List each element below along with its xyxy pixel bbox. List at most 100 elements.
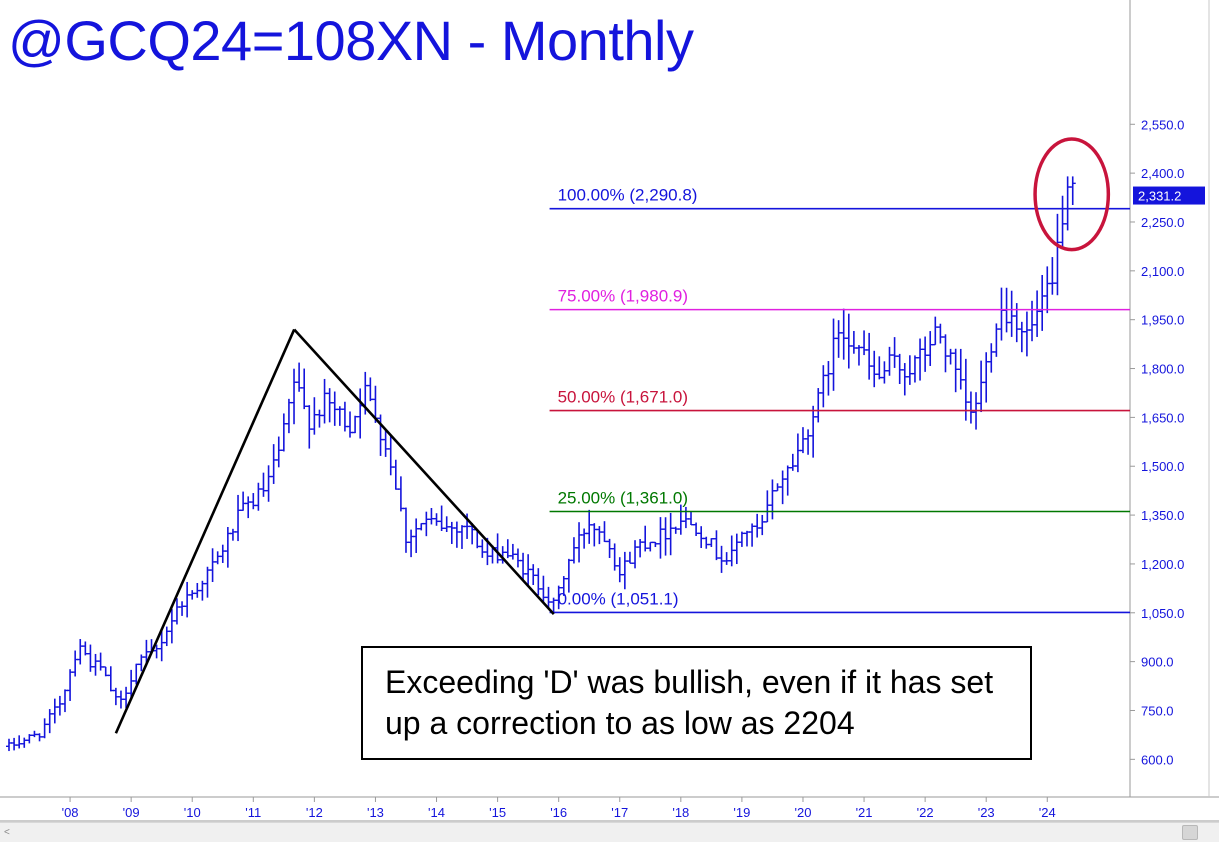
ohlc-bar bbox=[861, 330, 868, 356]
ohlc-bar bbox=[204, 566, 211, 598]
ohlc-bar bbox=[825, 361, 832, 396]
ohlc-bar bbox=[789, 453, 796, 471]
x-tick-label: '08 bbox=[62, 805, 79, 820]
ohlc-bar bbox=[184, 581, 191, 618]
ohlc-bar bbox=[245, 496, 252, 519]
ohlc-bar bbox=[881, 361, 888, 384]
ohlc-bar bbox=[983, 352, 990, 403]
ohlc-bar bbox=[835, 320, 842, 358]
ohlc-bar bbox=[453, 521, 460, 548]
y-tick-label: 1,500.0 bbox=[1141, 459, 1184, 474]
ohlc-bar bbox=[219, 544, 226, 563]
ohlc-bar bbox=[260, 472, 267, 497]
ohlc-bar bbox=[179, 601, 186, 616]
x-tick-label: '14 bbox=[428, 805, 445, 820]
ohlc-bar bbox=[72, 650, 79, 677]
ohlc-bar bbox=[932, 316, 939, 346]
ohlc-bar bbox=[733, 533, 740, 565]
ohlc-bar bbox=[479, 539, 486, 558]
scroll-left-arrow-icon[interactable]: < bbox=[4, 827, 10, 838]
ohlc-bar bbox=[850, 330, 857, 354]
ohlc-bar bbox=[616, 557, 623, 583]
ohlc-bar bbox=[280, 413, 287, 452]
ohlc-bar bbox=[352, 415, 359, 434]
ohlc-bar bbox=[810, 405, 817, 458]
ohlc-bar bbox=[387, 435, 394, 476]
ohlc-bar bbox=[586, 509, 593, 544]
ohlc-bar bbox=[87, 644, 94, 672]
last-price-label: 2,331.2 bbox=[1138, 189, 1181, 204]
ohlc-bar bbox=[682, 506, 689, 529]
annotation-text: Exceeding 'D' was bullish, even if it ha… bbox=[385, 664, 994, 741]
ohlc-bar bbox=[16, 735, 23, 749]
ohlc-bar bbox=[1069, 176, 1076, 205]
y-tick-label: 1,950.0 bbox=[1141, 313, 1184, 328]
ohlc-bar bbox=[321, 378, 328, 424]
ohlc-bar bbox=[871, 350, 878, 388]
ohlc-bar bbox=[311, 397, 318, 435]
ohlc-bar bbox=[530, 564, 537, 585]
ohlc-bar bbox=[708, 538, 715, 547]
ohlc-bar bbox=[820, 365, 827, 408]
ohlc-bar bbox=[1044, 266, 1051, 314]
ohlc-bar bbox=[92, 653, 99, 676]
ohlc-bar bbox=[962, 358, 969, 421]
x-tick-label: '22 bbox=[917, 805, 934, 820]
ohlc-bar bbox=[911, 355, 918, 383]
ohlc-bar bbox=[896, 353, 903, 385]
y-tick-label: 2,550.0 bbox=[1141, 117, 1184, 132]
ohlc-bar bbox=[265, 465, 272, 502]
ohlc-bar bbox=[107, 666, 114, 692]
y-tick-label: 2,250.0 bbox=[1141, 215, 1184, 230]
ohlc-bar bbox=[901, 363, 908, 396]
ohlc-bar bbox=[535, 568, 542, 596]
ohlc-bar bbox=[596, 526, 603, 545]
ohlc-bar bbox=[769, 479, 776, 520]
ohlc-bar bbox=[6, 738, 12, 752]
ohlc-bar bbox=[830, 318, 837, 391]
ohlc-bars bbox=[6, 176, 1076, 752]
chart-title: @GCQ24=108XN - Monthly bbox=[8, 9, 694, 72]
fib-level-label: 100.00% (2,290.8) bbox=[558, 186, 698, 205]
ohlc-bar bbox=[301, 368, 308, 410]
ohlc-bar bbox=[433, 513, 440, 526]
ohlc-bar bbox=[698, 526, 705, 549]
ohlc-bar bbox=[677, 504, 684, 535]
ohlc-bar bbox=[988, 343, 995, 373]
ohlc-bar bbox=[1018, 321, 1025, 353]
ohlc-bar bbox=[1034, 290, 1041, 337]
x-tick-label: '21 bbox=[856, 805, 873, 820]
y-tick-label: 600.0 bbox=[1141, 752, 1174, 767]
ohlc-bar bbox=[626, 551, 633, 564]
ohlc-bar bbox=[952, 348, 959, 393]
ohlc-bar bbox=[438, 505, 445, 532]
ohlc-bar bbox=[1039, 274, 1046, 331]
y-tick-label: 750.0 bbox=[1141, 703, 1174, 718]
scrollbar-thumb[interactable] bbox=[1182, 825, 1198, 840]
ohlc-bar bbox=[886, 346, 893, 376]
pattern-leg bbox=[293, 328, 555, 615]
ohlc-bar bbox=[891, 337, 898, 368]
ohlc-bar bbox=[214, 551, 221, 565]
ohlc-bar bbox=[285, 398, 292, 434]
ohlc-bar bbox=[418, 522, 425, 531]
ohlc-bar bbox=[723, 552, 730, 565]
ohlc-bar bbox=[402, 507, 409, 553]
ohlc-bar bbox=[229, 528, 236, 541]
ohlc-bar bbox=[601, 521, 608, 543]
ohlc-bar bbox=[632, 540, 639, 569]
ohlc-bar bbox=[565, 558, 572, 593]
ohlc-bar bbox=[621, 551, 628, 590]
ohlc-bar bbox=[581, 528, 588, 549]
ohlc-bar bbox=[428, 507, 435, 525]
horizontal-scrollbar[interactable]: < bbox=[0, 822, 1219, 842]
ohlc-bar bbox=[514, 548, 521, 568]
ohlc-bar bbox=[576, 522, 583, 563]
x-tick-label: '10 bbox=[184, 805, 201, 820]
ohlc-bar bbox=[291, 368, 298, 425]
ohlc-bar bbox=[397, 476, 404, 512]
ohlc-bar bbox=[866, 332, 873, 380]
y-tick-label: 2,400.0 bbox=[1141, 166, 1184, 181]
ohlc-bar bbox=[805, 429, 812, 455]
